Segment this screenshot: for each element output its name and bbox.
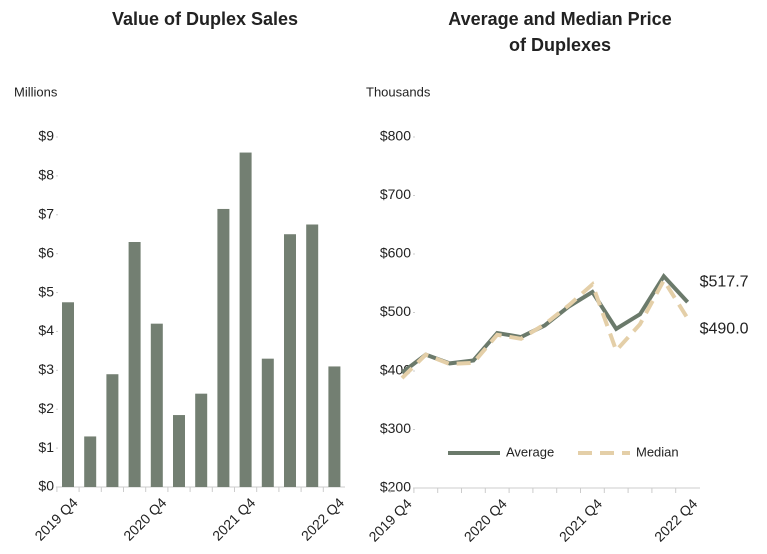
- x-tick-label: 2019 Q4: [365, 495, 414, 544]
- chart-title: Value of Duplex Sales: [112, 9, 298, 29]
- bar: [217, 208, 230, 487]
- y-tick-label: $6: [38, 244, 54, 260]
- y-tick-label: $600: [380, 245, 411, 261]
- x-tick-label: 2020 Q4: [461, 495, 510, 544]
- line-series: [400, 276, 690, 380]
- x-tick-label: 2020 Q4: [120, 494, 169, 543]
- legend-label: Average: [506, 444, 554, 459]
- y-axis-label: Thousands: [366, 84, 431, 99]
- bar: [328, 366, 341, 487]
- x-tick-label: 2021 Q4: [556, 495, 605, 544]
- y-tick-label: $2: [38, 400, 54, 416]
- x-tick-label: 2022 Q4: [651, 495, 700, 544]
- value-label: $517.7: [700, 273, 749, 290]
- value-label: $490.0: [700, 321, 749, 338]
- bar: [62, 302, 74, 487]
- line-series: [400, 272, 690, 375]
- y-tick-label: $8: [38, 167, 54, 183]
- bar: [128, 242, 141, 487]
- y-tick-label: $5: [38, 283, 54, 299]
- y-tick-label: $500: [380, 303, 411, 319]
- bar: [150, 323, 163, 487]
- y-tick-label: $0: [38, 478, 54, 494]
- y-tick-label: $4: [38, 322, 54, 338]
- bar: [306, 224, 319, 487]
- bar: [173, 415, 185, 487]
- y-axis-label: Millions: [14, 84, 58, 99]
- bar: [106, 374, 119, 487]
- chart-title: of Duplexes: [509, 35, 611, 55]
- y-tick-label: $3: [38, 361, 54, 377]
- bar: [84, 436, 97, 487]
- bar: [239, 152, 252, 488]
- y-tick-label: $300: [380, 420, 411, 436]
- y-tick-label: $800: [380, 128, 411, 144]
- y-tick-label: $700: [380, 186, 411, 202]
- chart-title: Average and Median Price: [448, 9, 671, 29]
- y-tick-label: $200: [380, 479, 411, 495]
- x-tick-label: 2019 Q4: [31, 494, 80, 543]
- x-tick-label: 2021 Q4: [209, 494, 258, 543]
- y-tick-label: $1: [38, 439, 54, 455]
- bar: [195, 393, 208, 487]
- y-tick-label: $7: [38, 205, 54, 221]
- legend-label: Median: [636, 444, 679, 459]
- x-tick-label: 2022 Q4: [298, 494, 347, 543]
- bar: [284, 234, 296, 487]
- y-tick-label: $9: [38, 128, 54, 144]
- bar: [261, 358, 274, 487]
